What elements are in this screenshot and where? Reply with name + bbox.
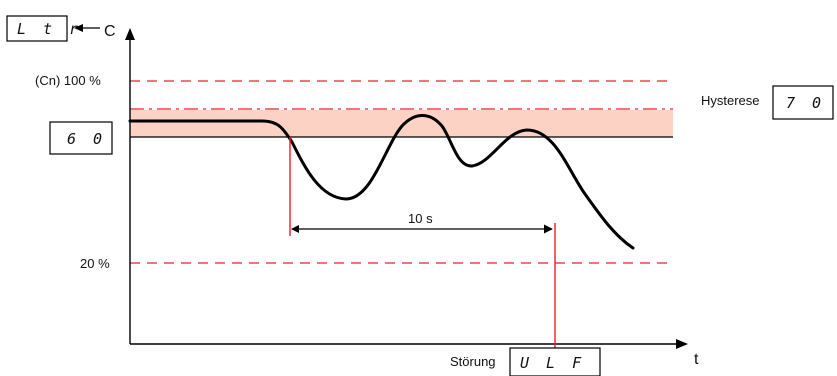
stoerung-label: Störung — [450, 354, 496, 369]
ltr-display-box — [6, 15, 68, 42]
fault-display-value: U L F — [520, 354, 585, 372]
x-axis-label: t — [694, 351, 699, 368]
hysteresis-display-box — [772, 85, 834, 120]
hysteresis-display-value: 7 0 — [786, 94, 825, 112]
y-axis-label: C — [104, 23, 116, 40]
x-axis-arrow — [676, 339, 688, 349]
ltr-display-value: L t r — [17, 20, 82, 38]
duration-label: 10 s — [408, 211, 433, 226]
hysteresis-band — [130, 110, 673, 137]
signal-curve — [128, 114, 635, 250]
duration-arrow-start — [291, 225, 299, 233]
pct-20-label: 20 % — [80, 256, 110, 271]
ltr-to-c-arrowhead — [74, 24, 83, 32]
hysterese-label: Hysterese — [701, 93, 760, 108]
fault-display-box — [509, 347, 601, 376]
setpoint-display-value: 6 0 — [67, 130, 106, 148]
setpoint-display-box — [49, 121, 113, 155]
y-axis-arrow — [125, 28, 135, 40]
cn-100-label: (Cn) 100 % — [35, 73, 101, 88]
